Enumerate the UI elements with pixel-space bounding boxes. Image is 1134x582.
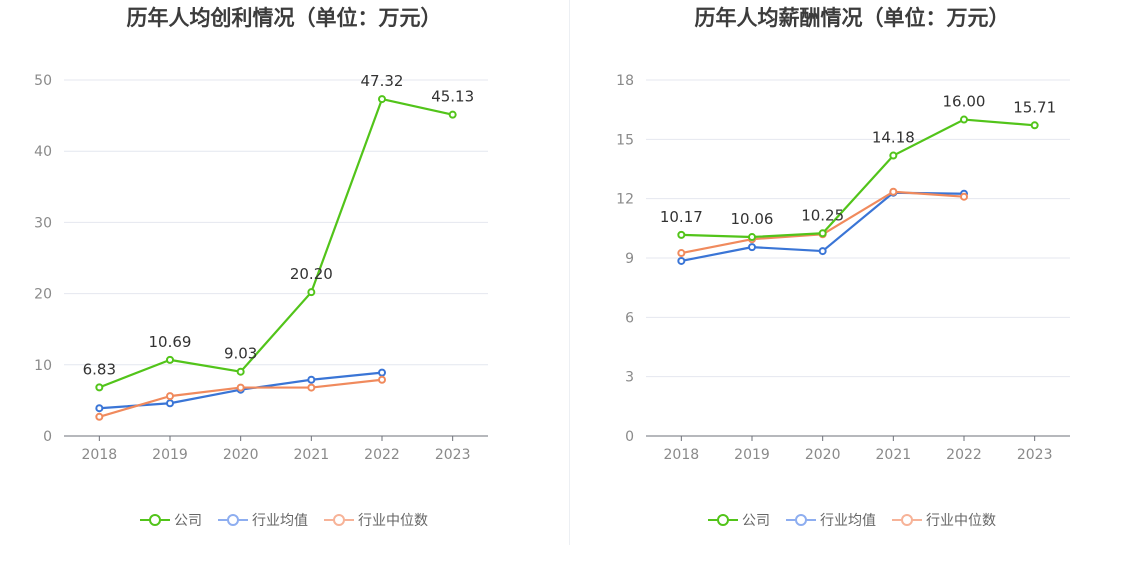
data-point[interactable] [166,399,174,408]
legend-label: 行业中位数 [358,513,428,529]
y-tick-label: 30 [34,215,52,231]
data-label: 16.00 [943,93,986,111]
legend-line-icon [218,514,248,526]
x-tick-label: 2020 [223,447,259,463]
data-label: 47.32 [361,72,404,90]
legend-label: 行业中位数 [926,513,996,529]
data-point[interactable] [378,368,386,377]
data-label: 20.20 [290,265,333,283]
legend-line-icon [892,514,922,526]
legend-item-industry-median[interactable]: 行业中位数 [892,510,996,530]
legend-item-industry-average[interactable]: 行业均值 [218,510,308,530]
data-label: 10.25 [801,206,844,224]
data-point[interactable] [889,187,898,196]
x-tick-label: 2021 [876,447,912,463]
chart-panel-per-capita-salary: 历年人均薪酬情况（单位：万元） 0 3 6 9 12 15 18 2018 2019 2020 20… [570,0,1134,582]
x-tick-label: 2019 [734,447,770,463]
series-line [681,118,1035,239]
x-tick-label: 2022 [946,447,982,463]
data-point[interactable] [748,233,756,242]
x-tick-label: 2020 [805,447,841,463]
data-point[interactable] [95,383,104,392]
data-point[interactable] [307,375,316,384]
legend: 公司 行业均值 行业中位数 [570,510,1134,530]
data-label: 14.18 [872,129,915,147]
data-point[interactable] [677,249,686,258]
data-point[interactable] [378,375,386,384]
data-label: 9.03 [224,345,257,363]
data-point[interactable] [748,243,756,252]
y-tick-label: 12 [616,192,634,208]
legend-item-industry-median[interactable]: 行业中位数 [324,510,428,530]
data-point[interactable] [818,247,827,256]
y-tick-label: 18 [616,73,634,89]
legend-label: 公司 [742,513,770,529]
y-tick-label: 15 [616,132,634,148]
data-label: 10.17 [660,208,703,226]
data-point[interactable] [1030,121,1039,130]
data-point[interactable] [166,355,174,364]
x-tick-label: 2019 [152,447,188,463]
data-point[interactable] [378,95,386,104]
series-line [98,97,453,389]
y-tick-label: 0 [625,429,634,445]
data-point[interactable] [236,367,245,376]
y-tick-label: 3 [625,370,634,386]
data-point[interactable] [960,192,968,201]
data-point[interactable] [818,229,827,238]
y-tick-label: 9 [625,251,634,267]
legend-line-icon [786,514,816,526]
data-point[interactable] [236,383,245,392]
chart-title: 历年人均创利情况（单位：万元） [126,6,442,30]
legend-item-company[interactable]: 公司 [708,510,770,530]
legend: 公司 行业均值 行业中位数 [0,510,568,530]
data-point[interactable] [677,230,686,239]
chart-panel-per-capita-profit: 历年人均创利情况（单位：万元） 0 10 20 30 40 50 2018 2019 2020 2… [0,6,568,530]
data-point[interactable] [95,412,104,421]
y-tick-label: 0 [43,429,52,445]
y-tick-label: 6 [625,310,634,326]
legend-line-icon [708,514,738,526]
data-point[interactable] [166,392,174,401]
data-point[interactable] [95,404,104,413]
legend-item-industry-average[interactable]: 行业均值 [786,510,876,530]
x-tick-label: 2018 [82,447,118,463]
y-tick-label: 10 [34,358,52,374]
legend-item-company[interactable]: 公司 [140,510,202,530]
chart-title: 历年人均薪酬情况（单位：万元） [694,6,1010,30]
data-point[interactable] [307,383,316,392]
y-tick-label: 40 [34,144,52,160]
legend-label: 公司 [174,513,202,529]
x-tick-label: 2023 [1017,447,1053,463]
data-point[interactable] [889,151,898,160]
data-point[interactable] [677,256,686,265]
data-label: 15.71 [1013,98,1056,116]
line-chart-per-capita-salary: 0 3 6 9 12 15 18 2018 2019 2020 2021 2022 2023 10.17 1… [616,73,1070,463]
data-point[interactable] [960,115,968,124]
y-tick-label: 20 [34,287,52,303]
data-label: 45.13 [431,88,474,106]
data-label: 10.06 [731,210,774,228]
x-tick-label: 2018 [664,447,700,463]
legend-line-icon [140,514,170,526]
x-tick-label: 2023 [435,447,471,463]
legend-label: 行业均值 [252,513,308,529]
x-tick-label: 2021 [294,447,330,463]
data-label: 6.83 [83,360,116,378]
data-point[interactable] [307,288,316,297]
line-chart-per-capita-profit: 0 10 20 30 40 50 2018 2019 2020 2021 2022 2023 6.83 1… [34,72,488,463]
data-point[interactable] [448,110,457,119]
legend-label: 行业均值 [820,513,876,529]
panel-divider [569,0,570,545]
legend-line-icon [324,514,354,526]
y-tick-label: 50 [34,73,52,89]
data-label: 10.69 [149,333,192,351]
x-tick-label: 2022 [364,447,400,463]
